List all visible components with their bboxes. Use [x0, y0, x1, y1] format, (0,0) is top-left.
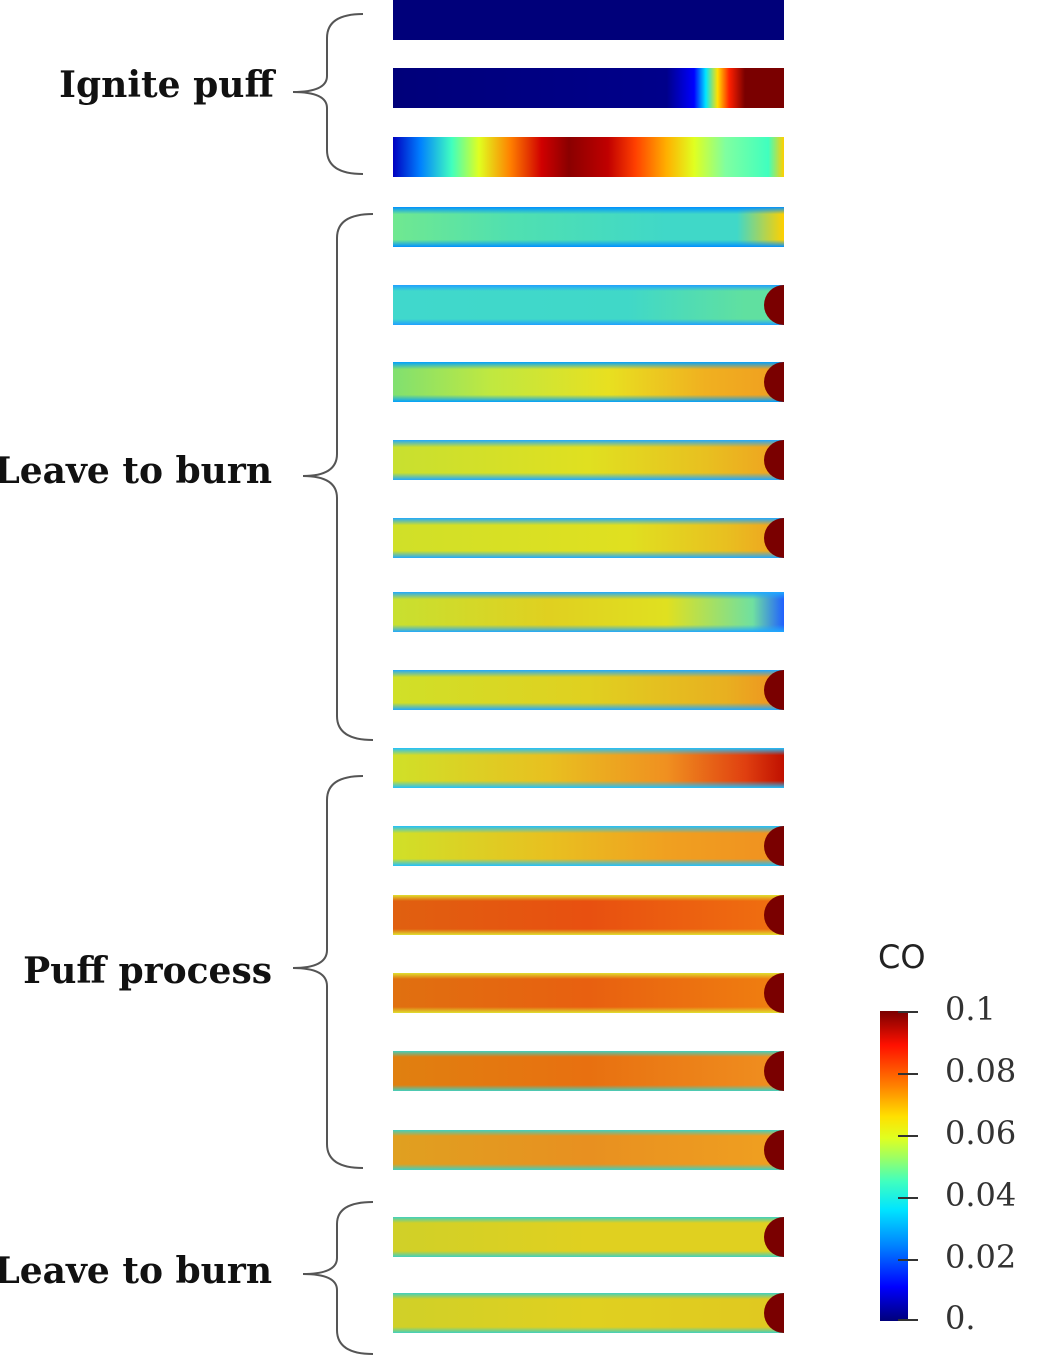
colorbar-label: 0.04	[945, 1176, 1017, 1214]
frame-04	[393, 207, 784, 247]
frame-09	[393, 592, 784, 632]
frame-05	[393, 285, 784, 325]
brace-leave-to-burn-final	[302, 1201, 374, 1355]
colorbar-label: 0.	[945, 1299, 976, 1337]
frame-18	[393, 1293, 784, 1333]
brace-ignite-puff	[292, 13, 364, 175]
frame-01	[393, 0, 784, 40]
frame-14	[393, 973, 784, 1013]
group-label-leave-to-burn: Leave to burn	[0, 450, 272, 492]
brace-puff-process	[292, 775, 364, 1169]
frame-17	[393, 1217, 784, 1257]
colorbar-tick	[898, 1073, 918, 1075]
group-label-ignite-puff: Ignite puff	[59, 64, 274, 106]
frame-08	[393, 518, 784, 558]
frame-15	[393, 1051, 784, 1091]
colorbar-tick	[898, 1135, 918, 1137]
frame-02	[393, 68, 784, 108]
frame-16	[393, 1130, 784, 1170]
frame-12	[393, 826, 784, 866]
frame-07	[393, 440, 784, 480]
colorbar-label: 0.02	[945, 1238, 1017, 1276]
frame-10	[393, 670, 784, 710]
colorbar	[880, 1011, 908, 1321]
colorbar-tick	[898, 1197, 918, 1199]
group-label-leave-to-burn-final: Leave to burn	[0, 1250, 272, 1292]
frame-13	[393, 895, 784, 935]
colorbar-tick	[898, 1011, 918, 1013]
colorbar-tick	[898, 1259, 918, 1261]
colorbar-title: CO	[878, 938, 926, 976]
colorbar-label: 0.06	[945, 1114, 1017, 1152]
group-label-puff-process: Puff process	[23, 950, 272, 992]
colorbar-tick	[898, 1319, 918, 1321]
colorbar-label: 0.1	[945, 990, 996, 1028]
colorbar-label: 0.08	[945, 1052, 1017, 1090]
frame-06	[393, 362, 784, 402]
frame-03	[393, 137, 784, 177]
brace-leave-to-burn	[302, 213, 374, 741]
frame-11	[393, 748, 784, 788]
